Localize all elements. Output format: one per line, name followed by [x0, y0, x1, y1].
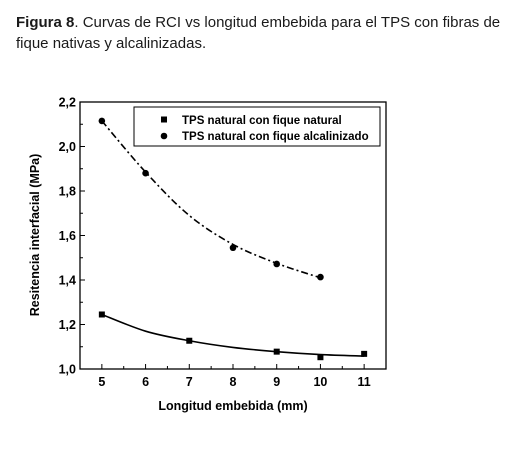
y-tick-label: 2,2 — [59, 96, 76, 110]
legend-marker-circle — [160, 132, 168, 140]
x-tick-label: 6 — [142, 375, 149, 389]
axis-ticks: 5 6 7 8 9 10 11 1,0 1,2 1,4 1,6 1,8 2,0 2,2 — [59, 96, 371, 390]
data-point-natural — [186, 337, 193, 344]
fit-curves — [101, 120, 365, 357]
figure-caption: Figura 8. Curvas de RCI vs longitud embe… — [16, 12, 506, 54]
y-tick-label: 1,0 — [59, 363, 76, 377]
data-point-natural — [273, 348, 280, 355]
data-point-natural — [98, 311, 105, 318]
y-axis-label: Resitencia interfacial (MPa) — [28, 154, 42, 317]
x-tick-label: 7 — [186, 375, 193, 389]
legend-box — [133, 106, 381, 147]
fit-curve-natural — [101, 313, 365, 357]
x-tick-label: 10 — [313, 375, 327, 389]
x-tick-label: 11 — [358, 375, 371, 389]
legend-label-alcalinizado: TPS natural con fique alcalinizado — [182, 131, 369, 143]
data-point-alcalinizado — [142, 169, 149, 177]
data-point-alcalinizado — [98, 117, 106, 125]
y-tick-label: 1,2 — [59, 318, 76, 332]
data-point-natural — [317, 354, 324, 361]
data-point-alcalinizado — [317, 273, 324, 281]
legend-marker-square — [161, 116, 167, 123]
x-tick-label: 8 — [230, 375, 237, 389]
y-tick-label: 1,4 — [59, 274, 76, 288]
data-point-natural — [361, 350, 368, 357]
data-points — [98, 117, 368, 361]
y-tick-label: 1,6 — [59, 229, 76, 243]
data-point-alcalinizado — [273, 260, 281, 268]
y-tick-label: 1,8 — [59, 185, 76, 199]
x-axis-label: Longitud embebida (mm) — [158, 399, 307, 413]
legend-label-natural: TPS natural con fique natural — [182, 115, 342, 127]
x-tick-label: 9 — [273, 375, 280, 389]
fit-curve-alcalinizado — [101, 120, 321, 279]
data-point-alcalinizado — [229, 244, 237, 252]
caption-label: Figura 8 — [16, 14, 75, 31]
legend: TPS natural con fique natural TPS natura… — [133, 106, 381, 147]
x-tick-label: 5 — [98, 375, 105, 389]
caption-text: . Curvas de RCI vs longitud embebida par… — [16, 14, 501, 52]
y-tick-label: 2,0 — [59, 140, 76, 154]
